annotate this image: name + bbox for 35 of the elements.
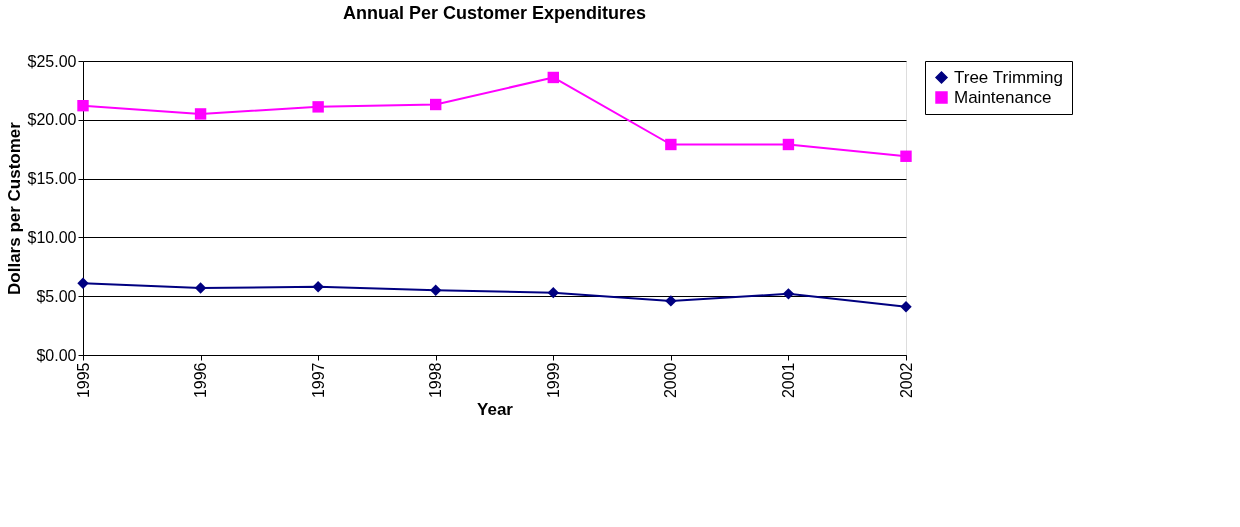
x-axis-title: Year <box>477 400 514 420</box>
x-tick-label: 1996 <box>192 362 210 399</box>
x-tick-label: 2001 <box>779 362 797 399</box>
point <box>430 98 442 111</box>
point <box>900 150 912 162</box>
y-tick-label: $5.00 <box>36 287 77 305</box>
x-tick-label: 2002 <box>897 362 915 399</box>
point <box>665 138 677 151</box>
y-tick-label: $20.00 <box>27 111 77 129</box>
point <box>194 282 207 294</box>
x-tick-label: 1999 <box>544 362 562 399</box>
point <box>312 281 324 293</box>
point <box>430 284 442 297</box>
chart-title: Annual Per Customer Expenditures <box>342 3 647 23</box>
y-tick-label: $0.00 <box>36 346 77 364</box>
point <box>782 288 795 300</box>
point <box>782 138 795 151</box>
legend-label: Maintenance <box>954 87 1052 107</box>
x-tick-label: 1997 <box>309 362 327 399</box>
point <box>547 71 559 84</box>
point <box>547 286 559 299</box>
x-tick-label: 1998 <box>427 362 445 399</box>
legend-label: Tree Trimming <box>954 67 1063 87</box>
point <box>77 277 89 289</box>
y-tick-label: $10.00 <box>27 228 77 246</box>
point <box>900 301 912 313</box>
y-tick-label: $25.00 <box>27 52 77 70</box>
y-axis-title: Dollars per Customer <box>4 121 24 295</box>
point <box>312 101 324 113</box>
x-tick-label: 1995 <box>74 362 92 399</box>
point <box>194 108 207 120</box>
y-tick-label: $15.00 <box>27 170 77 188</box>
point <box>77 99 89 112</box>
x-tick-label: 2000 <box>662 362 680 399</box>
point <box>665 295 677 307</box>
